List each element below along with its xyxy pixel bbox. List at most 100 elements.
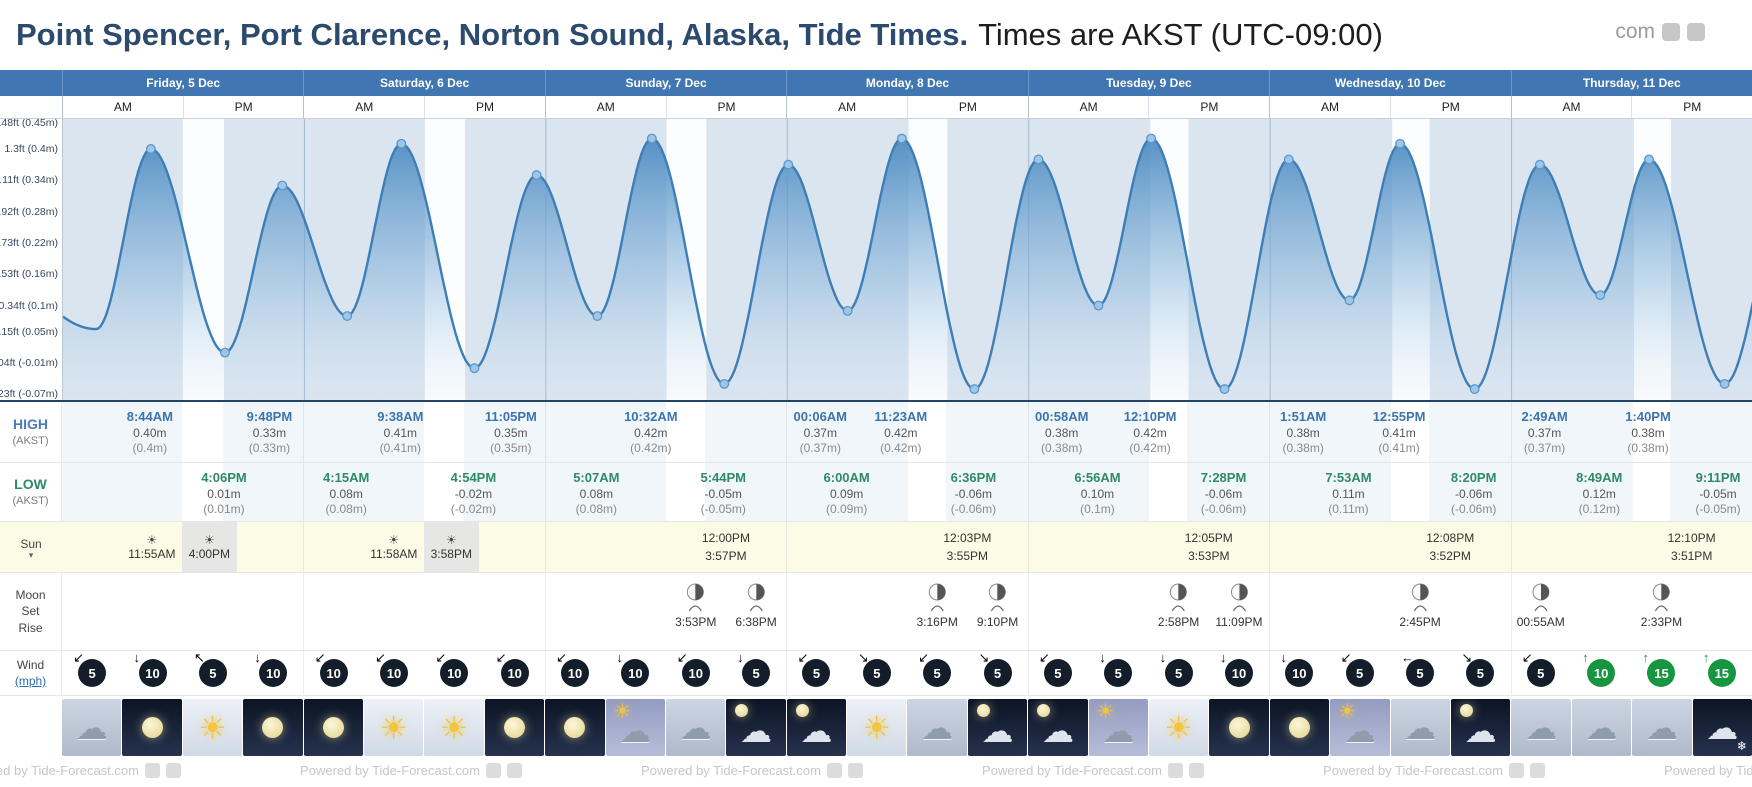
footer-credit: Powered by Tide-Forecast.com (1664, 763, 1752, 778)
app-icon-placeholder (1167, 763, 1183, 778)
wind-direction-arrow: ↖ (193, 651, 205, 665)
day-boundary-line (786, 402, 788, 462)
moon-set-arc-icon (1413, 605, 1427, 612)
sunrise-time: 12:08PM (1426, 531, 1475, 545)
weather-row: ☁ ☀ ☀ ☀ ☀ ☁ ☁ ☁ ☁ ☀ ☁ ☁ ☁ ☀ ☁ ☀ ☀ ☁ ☁ ☁ ☁ ☁ ☁ ☁ ❄ (0, 696, 1752, 759)
footer-link[interactable]: Powered by Tide-Forecast.com (982, 763, 1162, 778)
high-tide-height: 0.40m (133, 425, 167, 440)
high-tide-height: 0.42m (884, 425, 918, 440)
day-boundary-line (1027, 522, 1029, 572)
high-tide-entry: 11:05PM 0.35m (0.35m) (485, 409, 537, 457)
footer-credit: Powered by Tide-Forecast.com (0, 763, 181, 778)
moon-phase-icon (989, 583, 1007, 601)
low-tide-time: 6:36PM (950, 470, 997, 485)
sun-row: Sun ▾ ☀ 4:00PM ☀ 11:55AM ☀ 3:58PM ☀ 11:58AM 12:0… (0, 522, 1752, 573)
weather-tile: ☁ ❄ (1692, 699, 1752, 756)
sunrise-icon: ☀ (388, 532, 400, 547)
footer-link[interactable]: Powered by Tide-Forecast.com (641, 763, 821, 778)
wind-badge: ↑ 15 (1703, 651, 1736, 687)
ampm-label: AM (1027, 96, 1149, 118)
sun-canvas: ☀ 4:00PM ☀ 11:55AM ☀ 3:58PM ☀ 11:58AM 12:00PM 3:5… (62, 522, 1752, 572)
moonrise-time: 6:38PM (735, 615, 777, 629)
wind-direction-arrow: ↘ (1461, 651, 1473, 665)
y-axis-label: 1.48ft (0.45m) (0, 119, 58, 129)
wind-badge: ↙ 5 (1039, 651, 1072, 687)
day-boundary-line (544, 463, 546, 521)
wind-speed: 10 (447, 665, 462, 681)
low-tide-height-alt: (-0.02m) (450, 502, 497, 517)
sun-dropdown-caret[interactable]: ▾ (28, 550, 34, 561)
day-header-cell: Monday, 8 Dec (786, 70, 1027, 96)
high-tide-canvas: 8:44AM 0.40m (0.4m) 9:48PM 0.33m (0.33m) 9:38A… (62, 402, 1752, 462)
sun-times: 12:03PM 3:55PM (943, 522, 991, 572)
high-tide-time: 12:10PM (1123, 409, 1177, 424)
wind-badge: ↙ 10 (435, 651, 469, 687)
day-boundary-line (303, 463, 305, 521)
wind-badge: ↓ 10 (1220, 651, 1253, 687)
wind-badge: ↓ 5 (1160, 651, 1193, 687)
sun-icon: ☀ (1096, 701, 1115, 723)
weather-tile: ☀ (363, 699, 424, 756)
footer-credit: Powered by Tide-Forecast.com (1323, 763, 1545, 778)
weather-tile: ☀ ☁ (605, 699, 665, 756)
cloud-icon: ☁ (1041, 712, 1074, 749)
wind-unit-link[interactable]: (mph) (14, 674, 47, 688)
cloud-icon: ☁ (1102, 712, 1135, 749)
wind-badge: ↑ 15 (1642, 651, 1676, 687)
wind-speed: 5 (1054, 665, 1062, 681)
low-tide-height-alt: (-0.06m) (1451, 502, 1497, 517)
cloud-icon: ☁ (75, 709, 108, 746)
low-tide-height: 0.11m (1332, 486, 1365, 501)
moon-icon (1289, 717, 1310, 738)
moon-entry: 2:33PM (1641, 583, 1682, 629)
high-tide-height: 0.37m (803, 425, 837, 440)
moon-icon (1459, 704, 1473, 717)
footer-link[interactable]: Powered by Tide-Forecast.com (0, 763, 139, 778)
wind-speed: 10 (567, 665, 583, 681)
wind-badge: ↘ 5 (1461, 651, 1495, 687)
day-boundary-line (786, 573, 788, 650)
weather-tile: ☁ (1511, 699, 1571, 756)
wind-row: Wind (mph) ↙ 5 ↓ 10 ↖ 5 ↓ 10 ↙ 10 ↙ 10 ↙ 10 ↙ 10 ↙ 10 ↓ 10 ↙… (0, 651, 1752, 696)
low-tide-marker (592, 311, 603, 321)
daylight-band (1632, 463, 1670, 521)
wind-direction-arrow: ↘ (857, 651, 869, 665)
moon-entry: 2:45PM (1399, 583, 1441, 629)
cloud-icon: ☁ (1525, 709, 1558, 746)
daylight-band (907, 463, 947, 521)
timezone-label: (AKST) (12, 495, 49, 508)
day-boundary-line (544, 573, 546, 650)
footer-link[interactable]: Powered by Tide-Forecast.com (300, 763, 480, 778)
wind-direction-arrow: ↙ (1521, 651, 1533, 665)
footer-link[interactable]: Powered by Tide-Forecast.com (1664, 763, 1752, 778)
high-tide-height-alt: (0.41m) (1378, 441, 1420, 456)
app-icon-placeholder (1508, 763, 1524, 778)
cloud-icon: ☁ (1645, 709, 1678, 746)
sun-icon: ☀ (1164, 709, 1194, 746)
low-tide-entry: 6:00AM 0.09m (0.09m) (824, 470, 870, 518)
day-header-cell: Saturday, 6 Dec (303, 70, 544, 96)
low-row-label: LOW (AKST) (0, 463, 62, 521)
y-axis-label: -0.23ft (-0.07m) (0, 388, 58, 400)
low-tide-entry: 7:53AM 0.11m (0.11m) (1325, 470, 1371, 518)
high-tide-marker (145, 144, 156, 154)
low-tide-marker (1595, 290, 1606, 301)
wind-speed: 10 (386, 665, 402, 681)
high-tide-entry: 9:48PM 0.33m (0.33m) (247, 409, 293, 457)
sunrise-time: 12:00PM (701, 531, 750, 545)
sun-times: 12:00PM 3:57PM (702, 522, 750, 572)
footer-link[interactable]: Powered by Tide-Forecast.com (1323, 763, 1503, 778)
wind-speed: 5 (209, 665, 217, 681)
cloud-icon: ☁ (800, 712, 833, 749)
day-boundary-line (1269, 402, 1271, 462)
low-tide-entry: 4:15AM 0.08m (0.08m) (323, 470, 369, 518)
high-tide-time: 1:51AM (1280, 409, 1327, 424)
low-tide-time: 8:49AM (1576, 470, 1623, 485)
weather-tile (1269, 699, 1330, 756)
high-tide-time: 2:49AM (1521, 409, 1568, 424)
daylight-band (181, 402, 223, 462)
title-bar: Point Spencer, Port Clarence, Norton Sou… (0, 0, 1752, 70)
weather-tile: ☀ (182, 699, 243, 756)
low-tide-entry: 7:28PM -0.06m (-0.06m) (1201, 470, 1247, 518)
